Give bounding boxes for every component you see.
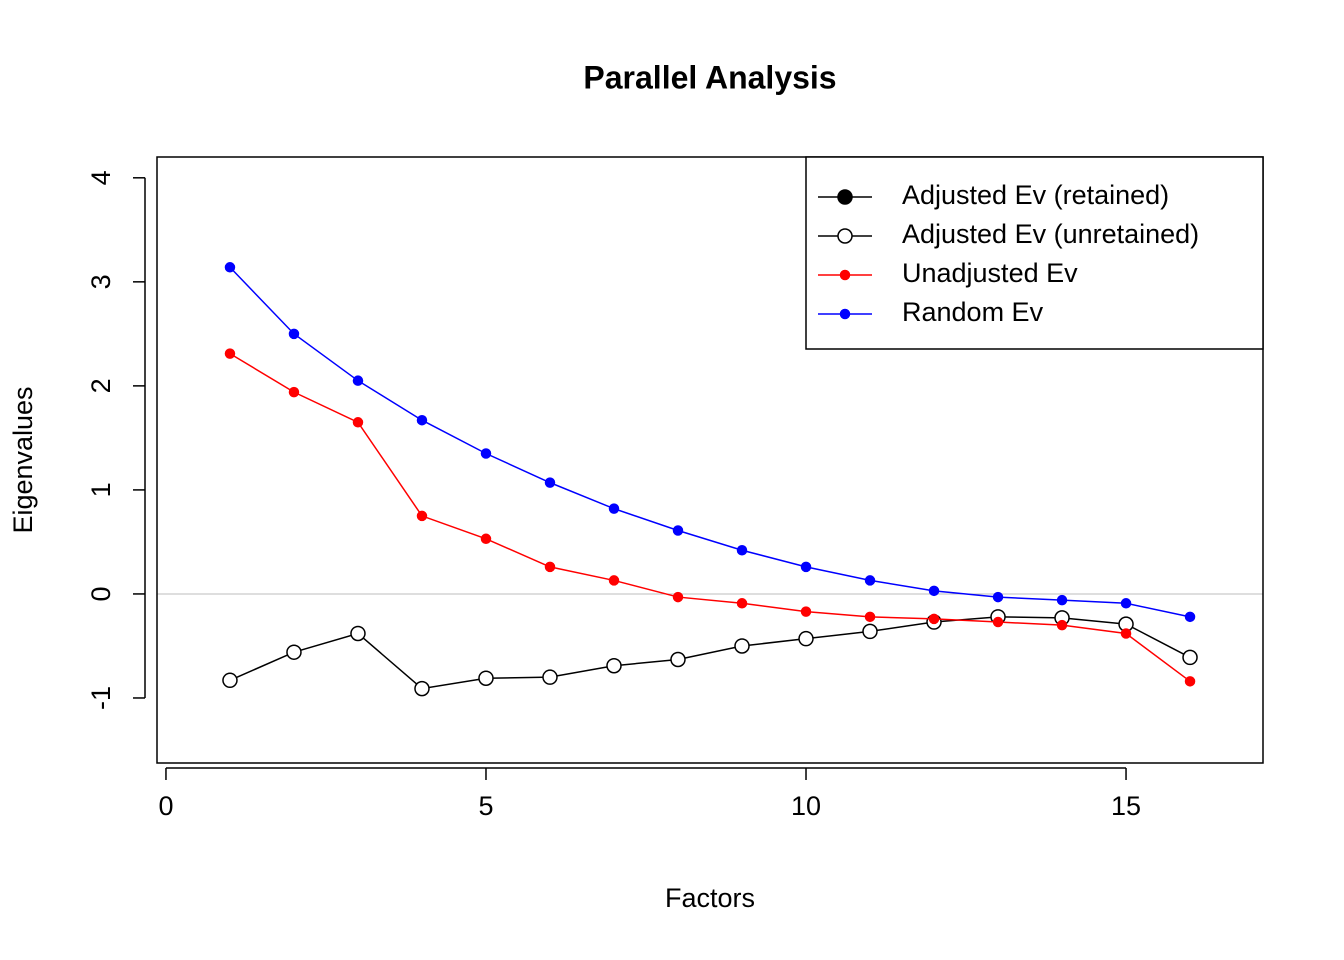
data-point bbox=[992, 591, 1004, 603]
data-point bbox=[608, 503, 620, 514]
x-tick-label: 5 bbox=[478, 791, 493, 821]
series-line bbox=[229, 266, 1191, 618]
x-axis-label: Factors bbox=[665, 883, 755, 913]
data-point bbox=[224, 262, 236, 273]
y-tick-label: 1 bbox=[86, 482, 116, 497]
legend-marker bbox=[837, 228, 853, 244]
data-point bbox=[286, 644, 302, 660]
data-point bbox=[416, 510, 428, 522]
data-point bbox=[1184, 676, 1196, 687]
data-point bbox=[608, 575, 620, 586]
legend-label: Adjusted Ev (unretained) bbox=[902, 219, 1199, 249]
data-point bbox=[1056, 619, 1068, 631]
data-point bbox=[1056, 594, 1068, 606]
data-point bbox=[352, 417, 364, 428]
data-point bbox=[542, 669, 558, 685]
plot-box bbox=[156, 156, 1264, 764]
data-point bbox=[480, 448, 492, 459]
x-tick-label: 15 bbox=[1111, 791, 1141, 821]
legend-marker bbox=[839, 308, 851, 320]
data-point bbox=[800, 606, 812, 617]
data-point bbox=[224, 348, 236, 359]
legend-label: Unadjusted Ev bbox=[902, 258, 1078, 288]
data-point bbox=[416, 414, 428, 426]
legend-box bbox=[805, 156, 1264, 350]
data-point bbox=[734, 638, 750, 654]
y-tick-label: 2 bbox=[86, 378, 116, 393]
x-tick-label: 0 bbox=[158, 791, 173, 821]
legend-marker bbox=[837, 189, 853, 205]
series-line bbox=[229, 616, 1191, 690]
data-point bbox=[864, 611, 876, 623]
data-point bbox=[1184, 611, 1196, 623]
data-point bbox=[288, 328, 300, 340]
y-tick-label: 3 bbox=[86, 274, 116, 289]
data-point bbox=[606, 657, 622, 674]
data-point bbox=[736, 544, 748, 556]
data-point bbox=[928, 613, 940, 625]
chart-title: Parallel Analysis bbox=[583, 59, 836, 95]
data-point bbox=[222, 672, 238, 689]
data-point bbox=[992, 616, 1004, 628]
data-point bbox=[736, 598, 748, 609]
data-point bbox=[672, 525, 684, 536]
y-tick-label: 4 bbox=[86, 170, 116, 185]
data-point bbox=[798, 630, 814, 647]
data-point bbox=[928, 585, 940, 597]
x-tick-label: 10 bbox=[791, 791, 821, 821]
data-point bbox=[352, 375, 364, 386]
legend-label: Adjusted Ev (retained) bbox=[902, 180, 1169, 210]
legend: Adjusted Ev (retained) Adjusted Ev (unret… bbox=[805, 156, 1264, 350]
legend-marker bbox=[839, 269, 851, 281]
data-point bbox=[350, 625, 366, 642]
data-point bbox=[1120, 598, 1132, 609]
y-tick-label: 0 bbox=[86, 586, 116, 601]
data-point bbox=[862, 623, 878, 640]
data-point bbox=[480, 533, 492, 545]
data-point bbox=[288, 386, 300, 398]
data-point bbox=[670, 651, 686, 668]
data-point bbox=[672, 591, 684, 603]
data-point bbox=[1120, 628, 1132, 639]
legend-label: Random Ev bbox=[902, 297, 1044, 327]
y-tick-label: -1 bbox=[86, 686, 116, 710]
data-point bbox=[478, 670, 494, 686]
data-point bbox=[800, 561, 812, 573]
data-point bbox=[864, 575, 876, 586]
data-point bbox=[544, 561, 556, 573]
series-line bbox=[229, 352, 1191, 682]
y-axis-label: Eigenvalues bbox=[8, 386, 38, 533]
data-point bbox=[544, 477, 556, 488]
data-point bbox=[414, 680, 430, 697]
data-point bbox=[1182, 649, 1198, 666]
